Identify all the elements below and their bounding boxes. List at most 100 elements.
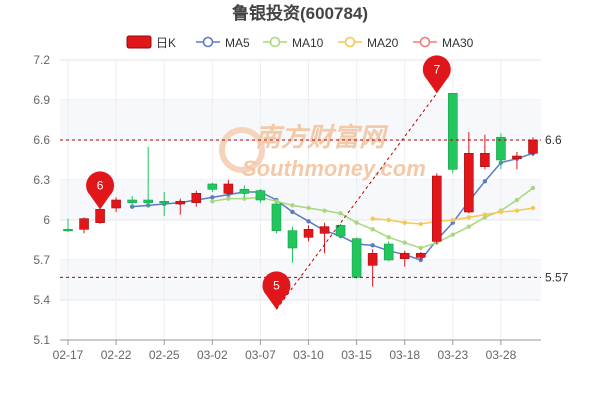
watermark-en: Southmoney.com: [242, 156, 426, 181]
ma-point-ma10: [418, 245, 423, 251]
candle-up: [415, 253, 426, 258]
grid-band: [60, 180, 541, 220]
ma-point-ma5: [210, 195, 215, 200]
ma-point-ma20: [482, 212, 488, 217]
ma-point-ma10: [514, 197, 520, 203]
ma-point-ma20: [450, 217, 456, 223]
ma-point-ma10: [226, 196, 231, 201]
circle-line-icon: [202, 36, 214, 48]
candle-up: [319, 226, 330, 234]
ma-point-ma5: [290, 209, 295, 215]
y-tick-label: 6.3: [33, 173, 50, 187]
candle-up: [303, 229, 314, 238]
candle-up: [431, 175, 442, 242]
ma-point-ma20: [466, 215, 472, 220]
x-tick-label: 02-17: [53, 348, 84, 362]
pin-label: 7: [433, 62, 440, 76]
candle-up: [191, 193, 202, 203]
circle-line-icon: [269, 36, 281, 48]
candle-up: [79, 218, 89, 230]
ma-point-ma10: [242, 196, 247, 201]
candle-down: [496, 137, 506, 161]
trend-line: [276, 93, 438, 310]
reference-label: 6.6: [545, 133, 562, 147]
ma-point-ma10: [210, 199, 215, 204]
y-tick-label: 5.7: [33, 253, 50, 267]
candle-down: [63, 229, 73, 232]
ma-point-ma10: [306, 205, 311, 211]
circle-line-icon: [344, 36, 356, 48]
ma-point-ma5: [306, 219, 311, 224]
candle-up: [399, 253, 410, 259]
ma-point-ma10: [386, 235, 391, 240]
ma-point-ma20: [370, 216, 375, 221]
x-tick-label: 02-22: [101, 348, 132, 362]
watermark-cn: 南方财富网: [255, 122, 389, 152]
ma-point-ma10: [450, 232, 456, 237]
ma-point-ma10: [530, 185, 536, 191]
grid: [60, 59, 541, 341]
x-tick-label: 03-18: [389, 348, 420, 362]
ma-point-ma10: [370, 227, 375, 232]
candle-down: [143, 199, 153, 203]
candle-up: [528, 139, 538, 154]
ma-point-ma20: [530, 205, 536, 211]
watermark: 南方财富网 Southmoney.com: [219, 122, 426, 181]
candle-down: [207, 183, 218, 190]
pin-marker: [86, 171, 115, 210]
ma-point-ma5: [482, 179, 488, 184]
chart-title: 鲁银投资(600784): [232, 3, 368, 23]
axes: 7.2 6.9 6.6 6.3 6 5.7 5.4 5.102-17 02-22 02-25 03-…: [33, 53, 541, 362]
candle-down: [271, 203, 282, 231]
legend-label-1: MA5: [225, 36, 250, 50]
pin-label: 5: [273, 278, 280, 292]
pin-marker: [262, 271, 291, 310]
x-tick-label: 02-25: [149, 348, 180, 362]
candles: [63, 93, 538, 287]
pin-marker: [422, 55, 451, 94]
candle-down: [335, 225, 346, 237]
legend-label-0: 日K: [156, 36, 176, 50]
grid-band: [60, 260, 541, 300]
pin-label: 6: [97, 178, 104, 192]
x-tick-label: 03-23: [437, 348, 468, 362]
legend-label-3: MA20: [367, 36, 399, 50]
y-tick-label: 6.9: [33, 93, 50, 107]
y-tick-label: 6.6: [33, 133, 50, 147]
candle-up: [367, 253, 378, 266]
circle-line-icon: [419, 36, 431, 48]
legend: 日K MA5 MA10 MA20 MA30: [126, 35, 474, 50]
ma-point-ma10: [338, 211, 343, 216]
candle-up: [223, 183, 234, 194]
y-tick-label: 7.2: [33, 53, 50, 67]
candle-up: [464, 153, 474, 213]
candle-up: [512, 155, 522, 159]
candle-up: [480, 153, 490, 167]
legend-label-4: MA30: [442, 36, 474, 50]
candle-up: [175, 201, 186, 205]
ma-point-ma20: [514, 208, 520, 213]
ma-point-ma5: [370, 243, 375, 248]
ma-point-ma20: [418, 221, 423, 227]
candle-down: [239, 189, 250, 194]
candle-down: [255, 190, 266, 201]
reference-label: 5.57: [545, 270, 569, 284]
x-tick-label: 03-10: [293, 348, 324, 362]
ma-point-ma20: [498, 209, 504, 215]
candle-legend-icon: [126, 35, 152, 49]
ma-point-ma10: [354, 220, 359, 225]
reference-lines: 6.6 5.57: [60, 93, 569, 310]
grid-band: [60, 100, 541, 140]
x-tick-label: 03-02: [197, 348, 228, 362]
candle-down: [127, 199, 137, 203]
ma-point-ma10: [322, 208, 327, 213]
candle-down: [448, 93, 458, 170]
markers: 6 7 5: [86, 55, 451, 310]
y-tick-label: 6: [43, 213, 50, 227]
ma-point-ma20: [386, 217, 391, 223]
x-tick-label: 03-28: [486, 348, 517, 362]
candle-down: [159, 201, 170, 204]
candle-down: [383, 243, 394, 261]
ma-point-ma10: [402, 240, 407, 245]
